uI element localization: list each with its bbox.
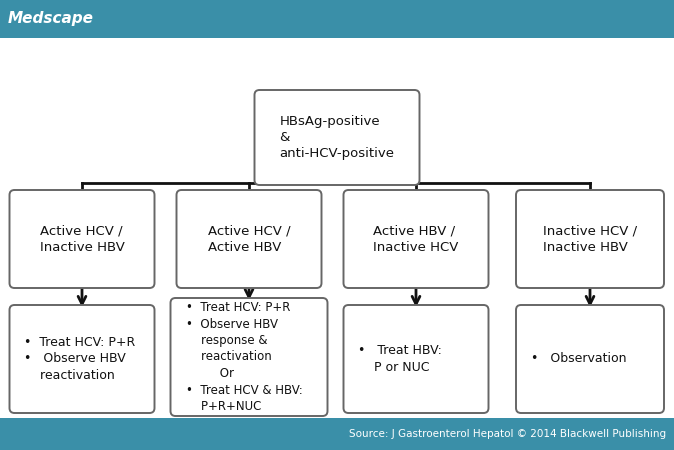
FancyBboxPatch shape (255, 90, 419, 185)
Text: •   Treat HBV:
    P or NUC: • Treat HBV: P or NUC (359, 344, 442, 374)
Bar (0, 0, 674, 38)
Text: •  Treat HCV: P+R
•  Observe HBV
    response &
    reactivation
         Or
•  : • Treat HCV: P+R • Observe HBV response … (185, 301, 302, 413)
FancyBboxPatch shape (344, 190, 489, 288)
Text: Inactive HCV /
Inactive HBV: Inactive HCV / Inactive HBV (543, 224, 637, 254)
Text: Active HCV /
Inactive HBV: Active HCV / Inactive HBV (40, 224, 125, 254)
Text: Active HBV /
Inactive HCV: Active HBV / Inactive HCV (373, 224, 459, 254)
FancyBboxPatch shape (171, 298, 328, 416)
FancyBboxPatch shape (9, 190, 154, 288)
Text: •   Observation: • Observation (531, 352, 627, 365)
FancyBboxPatch shape (516, 190, 664, 288)
Text: HBsAg-positive
&
anti-HCV-positive: HBsAg-positive & anti-HCV-positive (280, 114, 394, 161)
Bar (0, 418, 674, 450)
Text: Active HCV /
Active HBV: Active HCV / Active HBV (208, 224, 290, 254)
Text: •  Treat HCV: P+R
•   Observe HBV
    reactivation: • Treat HCV: P+R • Observe HBV reactivat… (24, 336, 135, 382)
Text: Source: J Gastroenterol Hepatol © 2014 Blackwell Publishing: Source: J Gastroenterol Hepatol © 2014 B… (349, 429, 666, 439)
FancyBboxPatch shape (516, 305, 664, 413)
FancyBboxPatch shape (177, 190, 321, 288)
FancyBboxPatch shape (344, 305, 489, 413)
FancyBboxPatch shape (9, 305, 154, 413)
Text: Medscape: Medscape (8, 12, 94, 27)
